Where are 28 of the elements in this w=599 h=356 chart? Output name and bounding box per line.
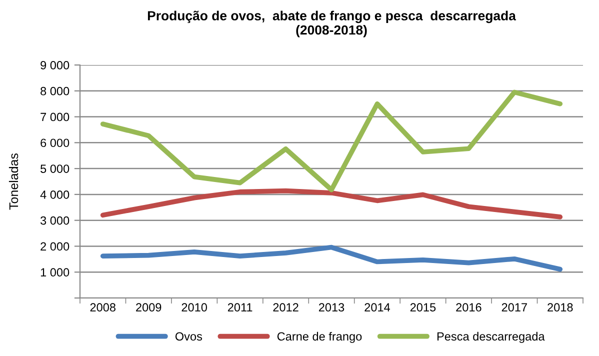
line-series [100,90,563,192]
y-tick-label: 7 000 [40,112,70,122]
y-axis-title: Toneladas [8,153,18,210]
y-tick-label: 8 000 [40,86,70,96]
x-tick-label: 2011 [228,303,252,312]
y-tick-label: 3 000 [40,216,70,225]
line-series [100,188,563,220]
x-tick-label: 2012 [273,303,298,312]
y-tick-label: 6 000 [40,138,70,148]
x-tick-label: 2009 [136,303,162,312]
x-tick-label: 2010 [182,303,207,312]
line-series [100,244,563,272]
x-tick-label: 2014 [364,303,390,312]
x-tick-label: 2013 [318,303,344,312]
y-tick-label: 5 000 [40,164,70,173]
y-tick-label: 1 000 [40,268,70,277]
x-tick-label: 2016 [456,303,482,312]
x-tick-label: 2008 [90,303,116,312]
y-tick-label: 2 000 [40,242,70,251]
chart-title: Produção de ovos, abate de frango e pesca descarregada (2008-2018) [148,10,516,38]
y-tick-label: 9 000 [40,61,70,70]
x-tick-label: 2015 [410,303,436,312]
y-tick-label: 4 000 [40,190,70,199]
legend-label: Pesca descarregada [437,332,545,343]
legend-label: Carne de frango [277,332,362,343]
x-tick-label: 2017 [502,303,527,312]
x-tick-label: 2018 [548,303,573,312]
legend-label: Ovos [175,332,202,341]
